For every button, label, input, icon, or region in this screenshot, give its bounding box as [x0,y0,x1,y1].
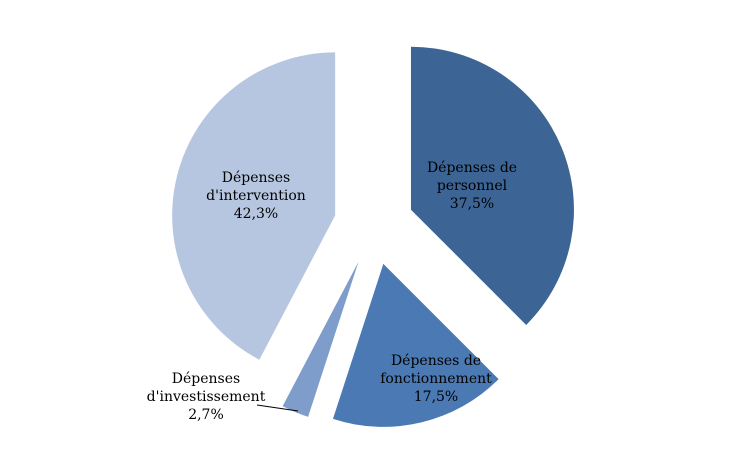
data-label-line: 2,7% [188,407,224,423]
data-label-line: Dépenses [172,371,240,387]
data-label-1: Dépenses de personnel 37,5% [427,160,517,212]
data-label-line: d'intervention [206,188,306,204]
data-label-2: Dépenses de fonctionnement 17,5% [380,353,492,405]
data-label-line: Dépenses de [427,160,517,176]
pie-slice-2 [332,263,499,427]
data-label-4: Dépenses d'intervention 42,3% [206,170,306,222]
data-label-line: 17,5% [414,389,458,405]
leader-line [256,404,299,412]
data-label-line: 42,3% [234,206,278,222]
data-label-line: Dépenses de [391,353,481,369]
pie-slice-4 [172,52,336,360]
data-label-line: fonctionnement [380,371,492,387]
data-label-line: 37,5% [450,196,494,212]
data-label-line: d'investissement [147,389,266,405]
data-label-line: personnel [437,178,508,194]
pie-slice-1 [410,46,574,325]
pie-slice-3 [282,261,359,417]
data-label-3: Dépenses d'investissement 2,7% [147,371,266,423]
data-label-line: Dépenses [222,170,290,186]
